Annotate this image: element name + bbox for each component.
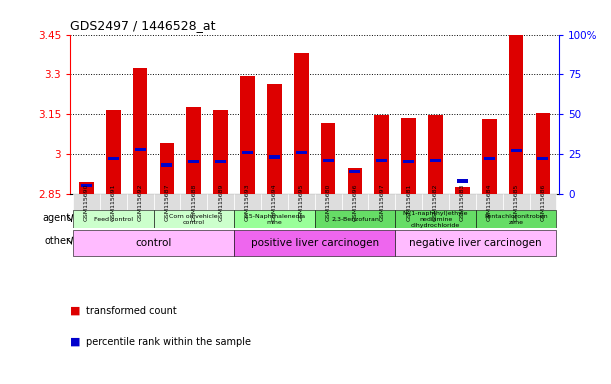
- Text: Pentachloronitroben
zene: Pentachloronitroben zene: [485, 214, 548, 225]
- Bar: [213, 110, 228, 194]
- Bar: [368, 194, 395, 210]
- Bar: [323, 159, 334, 162]
- Bar: [315, 194, 342, 210]
- Bar: [188, 160, 199, 164]
- Bar: [530, 194, 557, 210]
- Text: GSM115693: GSM115693: [245, 183, 250, 221]
- Bar: [509, 35, 524, 194]
- Bar: [511, 149, 522, 152]
- Text: GSM115684: GSM115684: [487, 183, 492, 221]
- Text: GSM115697: GSM115697: [379, 183, 384, 221]
- Text: positive liver carcinogen: positive liver carcinogen: [251, 238, 379, 248]
- Text: percentile rank within the sample: percentile rank within the sample: [86, 337, 251, 347]
- Bar: [73, 210, 153, 228]
- Text: 2,3-Benzofuran: 2,3-Benzofuran: [331, 217, 379, 222]
- Text: control: control: [135, 238, 172, 248]
- Bar: [269, 156, 280, 159]
- Text: GSM115687: GSM115687: [164, 183, 169, 221]
- Bar: [348, 169, 362, 194]
- Bar: [403, 160, 414, 164]
- Bar: [296, 151, 307, 154]
- Bar: [153, 210, 234, 228]
- Text: Corn oil vehicle
control: Corn oil vehicle control: [169, 214, 218, 225]
- Bar: [108, 157, 119, 160]
- Text: other: other: [45, 237, 71, 247]
- Bar: [349, 170, 360, 173]
- Text: GSM115686: GSM115686: [541, 183, 546, 221]
- Bar: [401, 118, 416, 194]
- Bar: [395, 210, 476, 228]
- Bar: [100, 194, 126, 210]
- Text: GSM115692: GSM115692: [137, 183, 142, 221]
- Bar: [342, 194, 368, 210]
- Text: GDS2497 / 1446528_at: GDS2497 / 1446528_at: [70, 19, 216, 32]
- Bar: [261, 194, 288, 210]
- Bar: [288, 194, 315, 210]
- Bar: [234, 210, 315, 228]
- Bar: [73, 194, 100, 210]
- Bar: [476, 194, 503, 210]
- Text: GSM115696: GSM115696: [353, 183, 357, 221]
- Bar: [126, 194, 153, 210]
- Bar: [428, 116, 443, 194]
- Bar: [538, 157, 549, 160]
- Text: ■: ■: [70, 306, 81, 316]
- Text: agent: agent: [43, 213, 71, 223]
- Bar: [267, 84, 282, 194]
- Text: GSM115694: GSM115694: [272, 183, 277, 221]
- Text: GSM115683: GSM115683: [460, 183, 465, 221]
- Text: GSM115681: GSM115681: [406, 183, 411, 221]
- Bar: [395, 230, 557, 256]
- Bar: [234, 194, 261, 210]
- Text: GSM115682: GSM115682: [433, 183, 438, 221]
- Bar: [133, 68, 147, 194]
- Bar: [455, 187, 470, 194]
- Bar: [134, 147, 145, 151]
- Text: GSM115688: GSM115688: [191, 183, 196, 221]
- Bar: [457, 179, 468, 182]
- Bar: [321, 123, 335, 194]
- Text: negative liver carcinogen: negative liver carcinogen: [409, 238, 542, 248]
- Bar: [482, 119, 497, 194]
- Text: GSM115680: GSM115680: [326, 183, 331, 221]
- Bar: [215, 160, 226, 164]
- Bar: [430, 159, 441, 162]
- Bar: [476, 210, 557, 228]
- Bar: [234, 230, 395, 256]
- Bar: [180, 194, 207, 210]
- Bar: [536, 113, 551, 194]
- Bar: [81, 184, 92, 187]
- Text: 1,5-Naphthalenedia
mine: 1,5-Naphthalenedia mine: [243, 214, 306, 225]
- Bar: [294, 53, 309, 194]
- Bar: [242, 151, 253, 154]
- Text: GSM115690: GSM115690: [84, 183, 89, 221]
- Bar: [186, 108, 201, 194]
- Bar: [422, 194, 449, 210]
- Text: N-(1-naphthyl)ethyle
nediamine
dihydrochloride: N-(1-naphthyl)ethyle nediamine dihydroch…: [403, 211, 468, 228]
- Bar: [503, 194, 530, 210]
- Text: GSM115689: GSM115689: [218, 183, 223, 221]
- Text: ■: ■: [70, 337, 81, 347]
- Bar: [207, 194, 234, 210]
- Bar: [159, 143, 174, 194]
- Bar: [449, 194, 476, 210]
- Text: transformed count: transformed count: [86, 306, 177, 316]
- Bar: [375, 116, 389, 194]
- Text: GSM115695: GSM115695: [299, 183, 304, 221]
- Bar: [484, 157, 495, 160]
- Bar: [153, 194, 180, 210]
- Text: GSM115691: GSM115691: [111, 183, 115, 221]
- Bar: [395, 194, 422, 210]
- Bar: [79, 182, 93, 194]
- Text: Feed control: Feed control: [93, 217, 133, 222]
- Bar: [161, 164, 172, 167]
- Bar: [376, 159, 387, 162]
- Bar: [73, 230, 234, 256]
- Bar: [240, 76, 255, 194]
- Bar: [315, 210, 395, 228]
- Bar: [106, 110, 120, 194]
- Text: GSM115685: GSM115685: [514, 183, 519, 221]
